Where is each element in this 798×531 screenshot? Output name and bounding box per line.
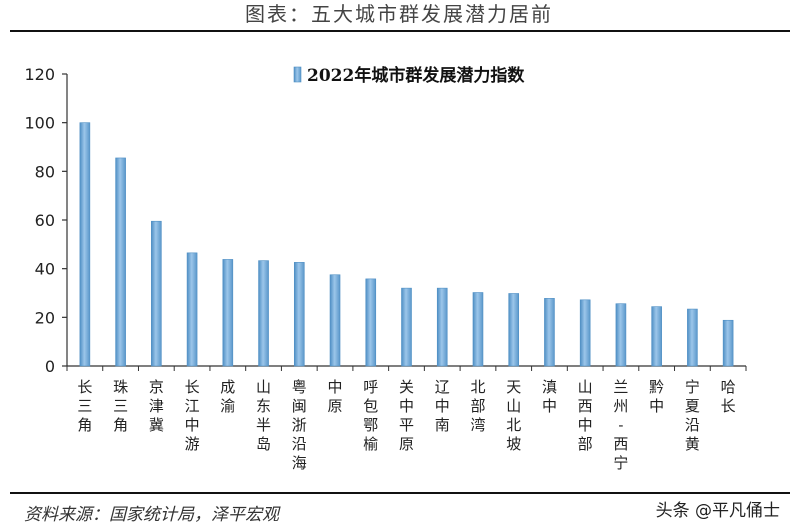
x-tick-label: 京津冀 <box>149 378 164 434</box>
x-tick-label: 宁夏沿黄 <box>685 378 700 453</box>
x-tick-label: 滇中 <box>542 378 557 415</box>
y-tick-label: 100 <box>24 114 55 133</box>
x-tick-label: 粤闽浙沿海 <box>292 378 307 472</box>
x-tick-label: 成渝 <box>220 378 235 415</box>
bars-group <box>79 122 734 367</box>
bar <box>186 252 198 367</box>
x-tick-label: 天山北坡 <box>506 378 521 453</box>
bar <box>151 220 162 367</box>
watermark: 头条 @平凡俑士 <box>655 501 780 521</box>
x-tick-label: 哈长 <box>721 378 736 415</box>
legend-swatch <box>293 66 302 83</box>
x-tick-label: 山西中部 <box>578 378 593 453</box>
bar <box>615 303 627 367</box>
bar <box>651 306 662 367</box>
bar <box>544 298 555 367</box>
source-note: 资料来源：国家统计局，泽平宏观 <box>24 505 279 525</box>
y-tick-label: 20 <box>35 308 55 327</box>
legend-label: 2022年城市群发展潜力指数 <box>307 65 525 86</box>
x-tick-label: 珠三角 <box>113 378 128 434</box>
bar <box>401 287 412 367</box>
bar <box>115 157 126 367</box>
bottom-rule <box>10 492 790 494</box>
x-tick-label: 长三角 <box>77 378 92 434</box>
x-tick-label: 关中平原 <box>399 378 414 453</box>
y-axis: 0 20 40 60 80 100 120 <box>24 65 68 376</box>
x-tick-label: 辽中南 <box>435 378 450 434</box>
x-tick-label: 长江中游 <box>185 378 200 453</box>
y-tick-label: 80 <box>35 162 55 181</box>
y-tick-label: 40 <box>35 260 55 279</box>
bar-chart: 0 20 40 60 80 100 120 长三角 珠三角 京津冀 长江中游 成渝 山东半岛 粤闽浙沿海… <box>24 65 747 472</box>
bar <box>222 259 234 367</box>
bar <box>436 287 448 367</box>
x-tick-label: 山东半岛 <box>256 378 271 453</box>
bar <box>508 293 520 367</box>
bar <box>579 299 591 367</box>
bar <box>365 278 377 367</box>
page-title: 图表：五大城市群发展潜力居前 <box>245 2 553 26</box>
y-tick-label: 120 <box>24 65 55 84</box>
x-tick-label: 兰州-西宁 <box>613 378 628 472</box>
x-tick-label: 北部湾 <box>470 378 485 434</box>
x-tick-label: 呼包鄂榆 <box>363 378 378 453</box>
bar <box>687 308 698 367</box>
bar <box>329 274 341 367</box>
x-tick-labels: 长三角 珠三角 京津冀 长江中游 成渝 山东半岛 粤闽浙沿海 中原 呼包鄂榆 关中平原 辽中南 北部湾… <box>77 378 735 472</box>
bar <box>472 292 484 367</box>
legend: 2022年城市群发展潜力指数 <box>293 65 525 86</box>
bar <box>258 260 269 367</box>
top-rule <box>10 30 790 32</box>
bar <box>79 122 91 367</box>
x-tick-label: 中原 <box>328 378 343 415</box>
y-tick-label: 0 <box>45 357 55 376</box>
x-tick-label: 黔中 <box>649 378 664 415</box>
x-axis <box>66 365 747 371</box>
bar <box>722 319 734 367</box>
y-tick-label: 60 <box>35 211 55 230</box>
bar <box>293 262 305 367</box>
